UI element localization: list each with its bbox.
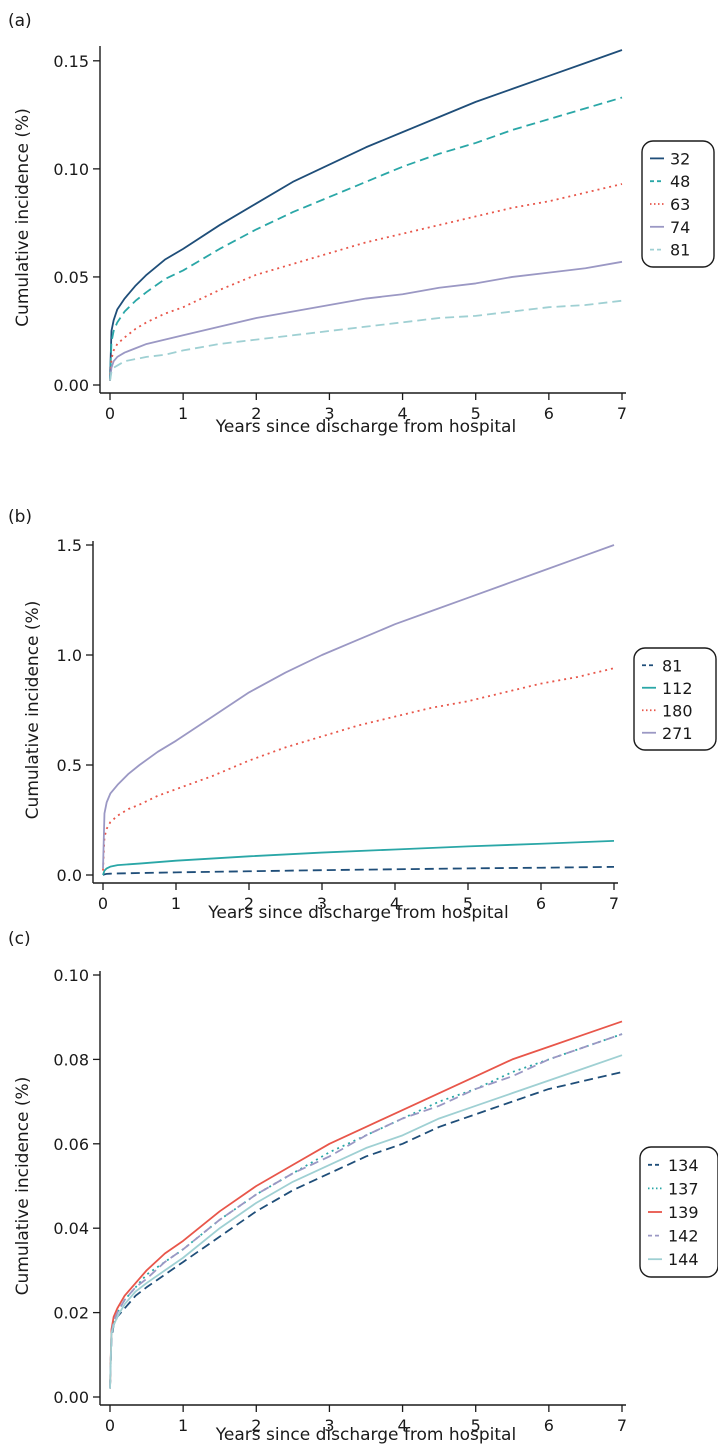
chart-panel-a: (a) 0 1 2 3 4 5 6 7 0.00 0.05 0.10 0.15 Years since d… (8, 11, 715, 437)
x-tick-label: 3 (324, 404, 334, 423)
x-tick-label: 7 (617, 1416, 627, 1435)
x-axis-title: Years since discharge from hospital (207, 903, 508, 923)
x-tick-label: 4 (390, 894, 400, 913)
x-tick-label: 6 (536, 894, 546, 913)
y-tick-label: 0.15 (53, 52, 89, 71)
x-tick-label: 5 (463, 894, 473, 913)
x-tick-label: 2 (244, 894, 254, 913)
series-line-142 (109, 1033, 623, 1389)
y-tick-label: 0.06 (53, 1135, 89, 1154)
legend-label-142: 142 (668, 1227, 699, 1246)
x-tick-label: 4 (397, 1416, 407, 1435)
legend-label-81: 81 (662, 656, 682, 675)
x-tick-label: 1 (171, 894, 181, 913)
legend-box (641, 140, 715, 268)
series-line-63 (109, 183, 623, 381)
series-line-180 (102, 667, 615, 871)
x-axis-title: Years since discharge from hospital (215, 1425, 516, 1445)
chart-panel-c: (c) 0 1 2 3 4 5 6 7 0.00 0.02 0.04 0.06 0.08 0.10 Years… (8, 929, 718, 1445)
x-tick-label: 6 (544, 404, 554, 423)
series-line-81 (109, 299, 623, 381)
legend-label-48: 48 (670, 172, 690, 191)
y-tick-label: 0.00 (53, 376, 89, 395)
legend: 134 137 139 142 144 (639, 1146, 718, 1278)
x-tick-label: 0 (105, 404, 115, 423)
x-tick-label: 0 (98, 894, 108, 913)
y-axis-title: Cumulative incidence (%) (13, 1077, 33, 1296)
legend-label-134: 134 (668, 1156, 699, 1175)
x-tick-label: 3 (317, 894, 327, 913)
y-axis-title: Cumulative incidence (%) (13, 108, 33, 327)
series-line-74 (109, 260, 623, 381)
legend-label-81: 81 (670, 241, 690, 260)
panel-label: (b) (8, 507, 32, 527)
legend-label-63: 63 (670, 195, 690, 214)
x-tick-label: 5 (471, 1416, 481, 1435)
y-tick-label: 0.04 (53, 1219, 89, 1238)
x-tick-label: 7 (609, 894, 619, 913)
y-tick-label: 0.0 (57, 866, 82, 885)
legend: 32 48 63 74 81 (641, 140, 715, 268)
series-line-112 (102, 840, 615, 876)
legend-label-271: 271 (662, 724, 693, 743)
legend-label-32: 32 (670, 149, 690, 168)
x-tick-label: 5 (471, 404, 481, 423)
panel-label: (a) (8, 11, 32, 31)
y-axis-title: Cumulative incidence (%) (23, 601, 43, 820)
series-line-271 (102, 544, 615, 869)
y-tick-label: 0.08 (53, 1050, 89, 1069)
legend-label-137: 137 (668, 1179, 699, 1198)
panel-label: (c) (8, 929, 31, 949)
series-line-81 (102, 865, 615, 876)
y-tick-label: 0.02 (53, 1304, 89, 1323)
y-tick-label: 0.05 (53, 268, 89, 287)
legend-label-139: 139 (668, 1203, 699, 1222)
x-tick-label: 2 (251, 1416, 261, 1435)
legend-box (639, 1146, 718, 1278)
x-tick-label: 0 (105, 1416, 115, 1435)
x-axis-title: Years since discharge from hospital (215, 417, 516, 437)
x-tick-label: 3 (324, 1416, 334, 1435)
series-line-137 (109, 1033, 623, 1389)
y-tick-label: 1.5 (57, 536, 82, 555)
legend-label-74: 74 (670, 218, 690, 237)
y-tick-label: 0.10 (53, 966, 89, 985)
legend-label-112: 112 (662, 679, 693, 698)
series-line-144 (109, 1054, 623, 1389)
chart-panel-b: (b) 0 1 2 3 4 5 6 7 0.0 0.5 1.0 1.5 Years since disch… (8, 507, 717, 923)
y-tick-label: 0.00 (53, 1388, 89, 1407)
series-line-32 (109, 49, 623, 381)
y-tick-label: 1.0 (57, 646, 82, 665)
x-tick-label: 1 (178, 404, 188, 423)
legend: 81 112 180 271 (633, 647, 717, 751)
series-line-48 (109, 96, 623, 381)
x-tick-label: 7 (617, 404, 627, 423)
y-tick-label: 0.5 (57, 756, 82, 775)
x-tick-label: 6 (544, 1416, 554, 1435)
legend-label-180: 180 (662, 701, 693, 720)
y-tick-label: 0.10 (53, 160, 89, 179)
legend-box (633, 647, 717, 751)
x-tick-label: 2 (251, 404, 261, 423)
x-tick-label: 1 (178, 1416, 188, 1435)
series-line-139 (109, 1020, 623, 1389)
legend-label-144: 144 (668, 1250, 699, 1269)
x-tick-label: 4 (397, 404, 407, 423)
series-line-134 (109, 1071, 623, 1389)
